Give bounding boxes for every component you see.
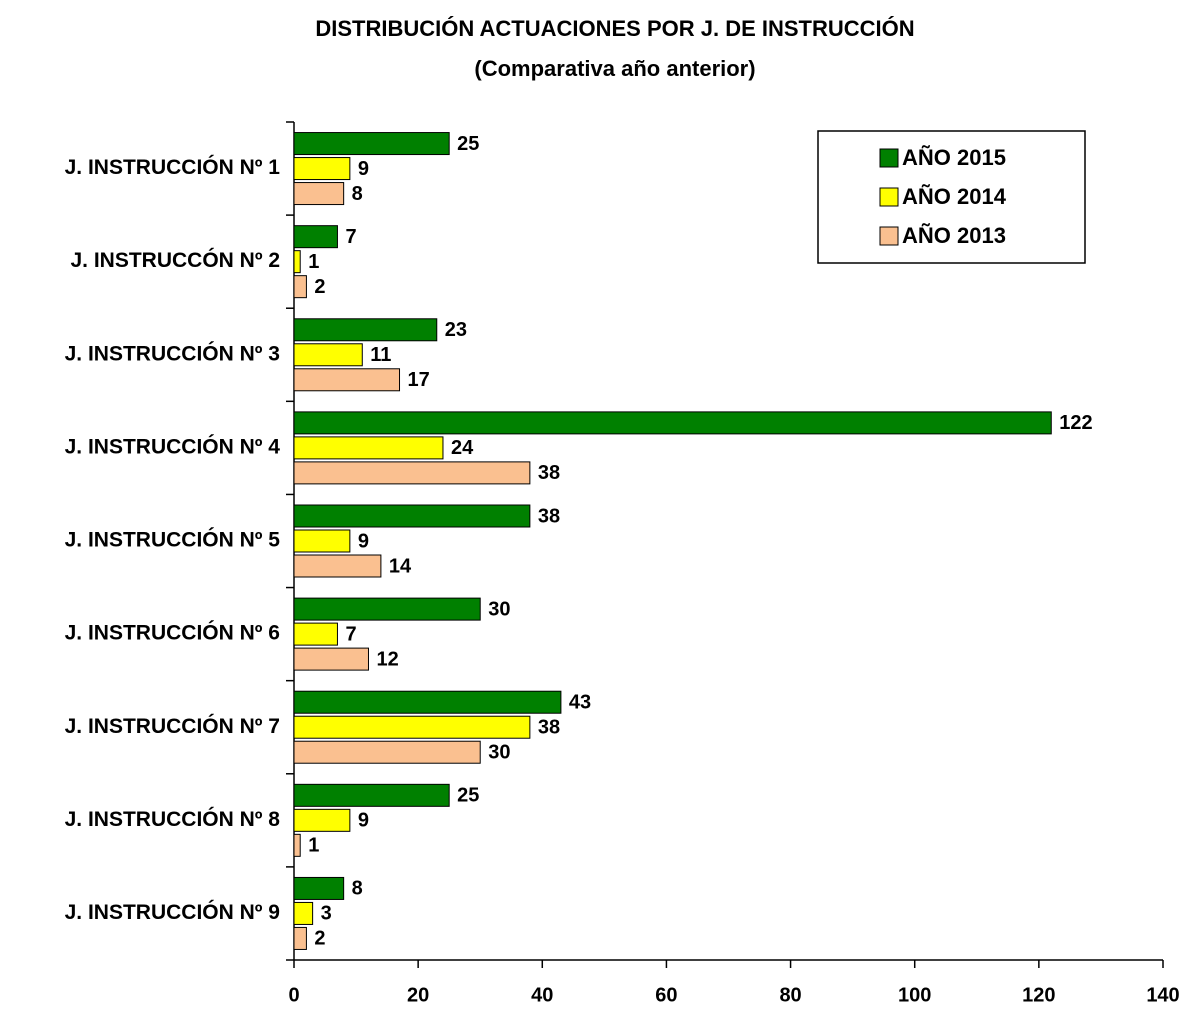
bar (294, 555, 381, 577)
category-label: J. INSTRUCCIÓN Nº 1 (65, 155, 281, 179)
value-label: 43 (569, 692, 591, 714)
bar (294, 598, 480, 620)
value-label: 38 (538, 462, 560, 484)
value-label: 24 (451, 437, 474, 459)
bar (294, 183, 344, 205)
bar (294, 834, 300, 856)
x-tick-label: 120 (1022, 984, 1055, 1006)
legend-label: AÑO 2013 (902, 223, 1006, 248)
legend-swatch (880, 149, 898, 167)
chart: DISTRIBUCIÓN ACTUACIONES POR J. DE INSTR… (0, 0, 1201, 1013)
bar (294, 133, 449, 155)
category-label: J. INSTRUCCIÓN Nº 9 (65, 900, 280, 924)
bar (294, 412, 1051, 434)
value-label: 17 (408, 369, 430, 391)
value-label: 23 (445, 319, 467, 341)
value-label: 122 (1059, 412, 1092, 434)
bar (294, 505, 530, 527)
x-tick-label: 140 (1146, 984, 1179, 1006)
value-label: 25 (457, 133, 479, 155)
bar (294, 530, 350, 552)
value-label: 7 (345, 623, 356, 645)
bar (294, 158, 350, 180)
value-label: 7 (345, 226, 356, 248)
value-label: 30 (488, 598, 510, 620)
category-label: J. INSTRUCCÓN Nº 2 (70, 248, 280, 272)
x-tick-label: 0 (288, 984, 299, 1006)
chart-title: DISTRIBUCIÓN ACTUACIONES POR J. DE INSTR… (315, 16, 914, 41)
value-label: 14 (389, 555, 412, 577)
value-label: 8 (352, 878, 363, 900)
value-label: 30 (488, 742, 510, 764)
bar (294, 877, 344, 899)
value-label: 2 (314, 928, 325, 950)
bar (294, 623, 337, 645)
x-tick-label: 100 (898, 984, 931, 1006)
legend-label: AÑO 2015 (902, 145, 1006, 170)
category-label: J. INSTRUCCIÓN Nº 5 (65, 528, 281, 552)
value-label: 38 (538, 505, 560, 527)
value-label: 1 (308, 251, 319, 273)
value-label: 3 (321, 903, 332, 925)
category-label: J. INSTRUCCIÓN Nº 6 (65, 621, 280, 645)
bar (294, 226, 337, 248)
bar (294, 927, 306, 949)
bar (294, 784, 449, 806)
bar (294, 741, 480, 763)
bar (294, 462, 530, 484)
value-label: 11 (370, 344, 391, 366)
bar (294, 809, 350, 831)
legend-swatch (880, 227, 898, 245)
x-tick-label: 20 (407, 984, 429, 1006)
bar (294, 648, 368, 670)
value-label: 12 (376, 648, 398, 670)
bar (294, 437, 443, 459)
x-tick-label: 40 (531, 984, 553, 1006)
value-label: 9 (358, 158, 369, 180)
value-label: 9 (358, 810, 369, 832)
bar (294, 369, 400, 391)
legend-label: AÑO 2014 (902, 184, 1007, 209)
x-tick-label: 80 (779, 984, 801, 1006)
category-label: J. INSTRUCCIÓN Nº 8 (65, 807, 281, 831)
value-label: 25 (457, 785, 479, 807)
bar (294, 902, 313, 924)
bar (294, 319, 437, 341)
value-label: 38 (538, 717, 560, 739)
bar (294, 691, 561, 713)
legend-swatch (880, 188, 898, 206)
chart-subtitle: (Comparativa año anterior) (474, 56, 755, 81)
category-label: J. INSTRUCCIÓN Nº 7 (65, 714, 280, 738)
bar (294, 251, 300, 273)
category-label: J. INSTRUCCIÓN Nº 4 (65, 434, 281, 458)
bar (294, 344, 362, 366)
value-label: 2 (314, 276, 325, 298)
value-label: 1 (308, 835, 319, 857)
x-tick-label: 60 (655, 984, 677, 1006)
value-label: 9 (358, 530, 369, 552)
bar (294, 716, 530, 738)
value-label: 8 (352, 183, 363, 205)
bar (294, 276, 306, 298)
category-label: J. INSTRUCCIÓN Nº 3 (65, 341, 280, 365)
